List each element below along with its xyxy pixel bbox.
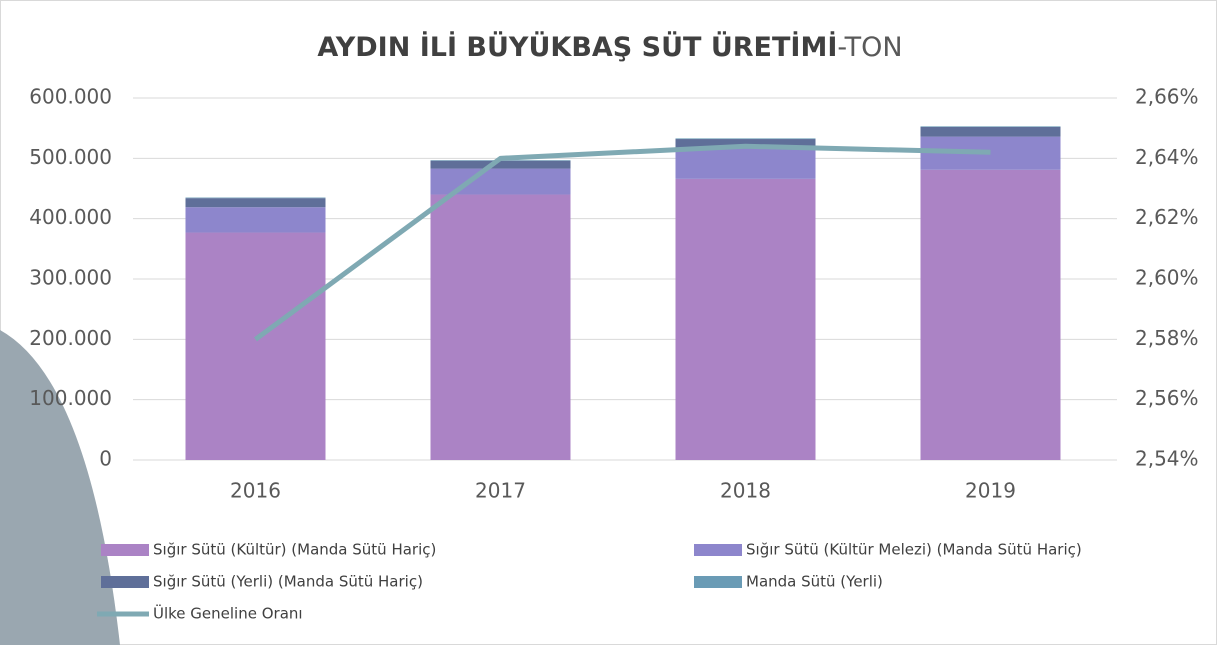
legend-swatch: [694, 544, 742, 556]
y2-tick-label: 2,62%: [1135, 205, 1199, 229]
title-bold: AYDIN İLİ BÜYÜKBAŞ SÜT ÜRETİMİ: [317, 30, 837, 63]
bar-segment: [431, 161, 571, 169]
x-tick-label: 2019: [965, 479, 1016, 503]
y-tick-label: 300.000: [29, 266, 112, 290]
bar-segment: [676, 148, 816, 179]
bar-segment: [921, 170, 1061, 460]
bar-segment: [186, 207, 326, 232]
legend-swatch: [694, 576, 742, 588]
y2-tick-label: 2,64%: [1135, 145, 1199, 169]
legend-label: Manda Sütü (Yerli): [746, 573, 883, 591]
legend-label: Sığır Sütü (Yerli) (Manda Sütü Hariç): [153, 573, 423, 591]
bar-segment: [431, 195, 571, 460]
y-tick-label: 400.000: [29, 205, 112, 229]
bar-segment: [676, 179, 816, 460]
chart: AYDIN İLİ BÜYÜKBAŞ SÜT ÜRETİMİ-TON 0 100.…: [0, 0, 1217, 645]
bar-segment: [186, 198, 326, 199]
legend-label: Sığır Sütü (Kültür Melezi) (Manda Sütü H…: [746, 541, 1082, 559]
y-tick-label: 0: [99, 447, 112, 471]
chart-title: AYDIN İLİ BÜYÜKBAŞ SÜT ÜRETİMİ-TON: [317, 30, 902, 63]
bar-segment: [186, 233, 326, 460]
legend-label: Sığır Sütü (Kültür) (Manda Sütü Hariç): [153, 541, 436, 559]
y2-tick-label: 2,60%: [1135, 266, 1199, 290]
y2-tick-label: 2,56%: [1135, 386, 1199, 410]
y-tick-label: 500.000: [29, 145, 112, 169]
legend-swatch: [101, 576, 149, 588]
title-suffix: -TON: [837, 32, 902, 63]
y2-tick-label: 2,54%: [1135, 447, 1199, 471]
bar-segment: [921, 127, 1061, 137]
y-tick-label: 200.000: [29, 326, 112, 350]
legend-label: Ülke Geneline Oranı: [153, 604, 303, 623]
bar-segment: [186, 198, 326, 207]
y-tick-label: 600.000: [29, 85, 112, 109]
y2-tick-label: 2,66%: [1135, 85, 1199, 109]
legend-swatch: [101, 544, 149, 556]
bar-segment: [431, 169, 571, 195]
y2-tick-label: 2,58%: [1135, 326, 1199, 350]
x-tick-label: 2016: [230, 479, 281, 503]
bar-segment: [676, 138, 816, 139]
bar-segment: [921, 126, 1061, 127]
y-tick-label: 100.000: [29, 386, 112, 410]
x-tick-label: 2017: [475, 479, 526, 503]
x-tick-label: 2018: [720, 479, 771, 503]
